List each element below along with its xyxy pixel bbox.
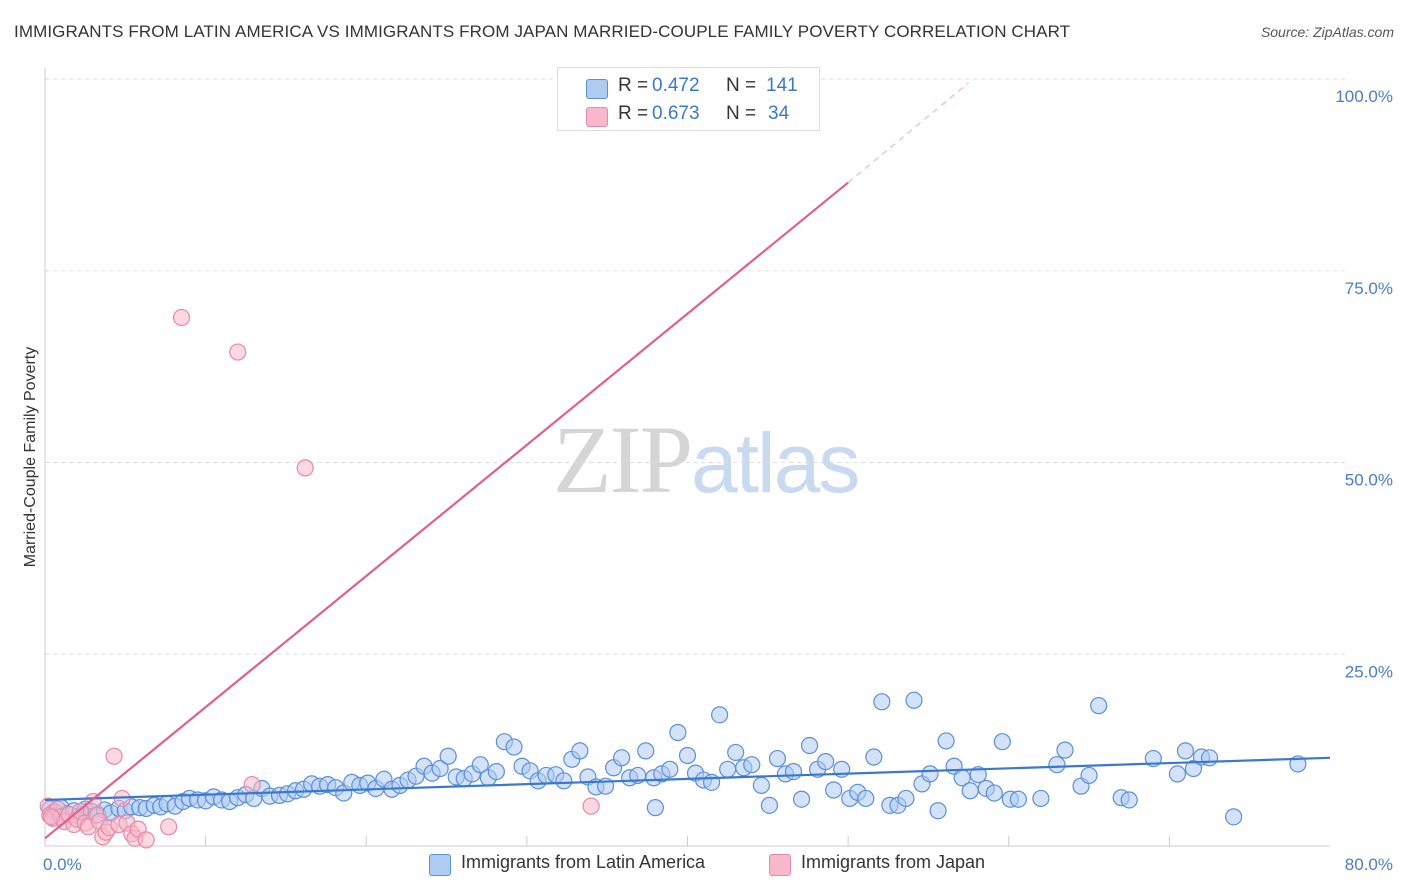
point-latin-america: [825, 781, 843, 799]
point-latin-america: [768, 749, 787, 768]
point-latin-america: [961, 782, 979, 800]
point-latin-america: [711, 706, 729, 724]
point-latin-america: [431, 759, 449, 778]
legend-n-value: 34: [768, 103, 790, 124]
point-latin-america: [678, 746, 697, 765]
point-latin-america: [661, 760, 679, 778]
x-tick-label: 80.0%: [1345, 855, 1393, 874]
point-latin-america: [1032, 789, 1050, 808]
point-japan: [229, 343, 247, 361]
point-latin-america: [646, 799, 664, 817]
point-latin-america: [985, 784, 1003, 802]
point-japan: [296, 459, 314, 477]
point-latin-america: [439, 747, 457, 765]
point-latin-america: [800, 736, 819, 755]
point-latin-america: [969, 766, 987, 784]
point-latin-america: [1200, 749, 1219, 767]
point-latin-america: [702, 773, 721, 791]
point-latin-america: [1056, 741, 1074, 759]
point-latin-america: [727, 743, 745, 762]
point-latin-america: [1120, 791, 1138, 809]
series-japan: [39, 70, 748, 849]
y-tick-label: 75.0%: [1345, 279, 1393, 298]
point-latin-america: [873, 693, 891, 711]
point-latin-america: [897, 789, 915, 808]
point-latin-america: [1080, 766, 1098, 785]
source-label: Source: ZipAtlas.com: [1260, 24, 1394, 40]
point-latin-america: [792, 790, 811, 808]
point-japan: [137, 831, 155, 849]
watermark-zip: ZIP: [553, 406, 693, 513]
legend-label: Immigrants from Latin America: [461, 852, 706, 872]
chart-title: IMMIGRANTS FROM LATIN AMERICA VS IMMIGRA…: [14, 22, 1071, 41]
point-latin-america: [555, 772, 573, 790]
y-tick-label: 25.0%: [1345, 662, 1393, 681]
point-latin-america: [1009, 790, 1027, 808]
point-latin-america: [929, 802, 947, 820]
point-latin-america: [743, 756, 761, 774]
trend-line-japan-extension: [847, 82, 969, 184]
point-latin-america: [921, 765, 939, 783]
point-japan: [243, 776, 261, 794]
legend-r-label: R =: [618, 75, 649, 96]
tick-labels: 25.0% 50.0% 75.0% 100.0% 0.0% 80.0%: [43, 87, 1393, 874]
legend-n-label: N =: [726, 103, 757, 124]
legend-n-value: 141: [766, 75, 798, 96]
trend-lines: [44, 82, 1331, 840]
point-latin-america: [637, 742, 655, 760]
legend-r-value: 0.472: [652, 75, 700, 96]
y-tick-label: 50.0%: [1345, 471, 1393, 490]
point-japan: [105, 747, 123, 765]
y-tick-label: 100.0%: [1335, 87, 1393, 106]
trend-line-japan: [44, 181, 849, 840]
point-latin-america: [1168, 765, 1187, 783]
legend-row-japan: R = 0.673 N = 34: [558, 101, 819, 129]
point-latin-america: [817, 753, 835, 771]
legend-swatch-blue: [586, 79, 608, 99]
point-latin-america: [1048, 756, 1066, 774]
point-latin-america: [937, 732, 955, 750]
y-axis-label: Married-Couple Family Poverty: [22, 347, 39, 568]
point-japan: [160, 818, 178, 836]
point-latin-america: [993, 733, 1011, 751]
point-latin-america: [669, 723, 687, 742]
legend-stats: R = 0.472 N = 141 R = 0.673 N = 34: [557, 67, 820, 131]
legend-swatch-pink: [769, 854, 791, 876]
trend-line-latin-america: [44, 756, 1331, 802]
point-latin-america: [857, 789, 875, 808]
point-latin-america: [613, 749, 631, 767]
point-japan: [582, 797, 600, 815]
legend-r-label: R =: [618, 103, 649, 124]
grid: [45, 78, 1345, 846]
legend-r-value: 0.673: [652, 103, 700, 124]
legend-swatch-blue: [429, 854, 451, 876]
legend-n-label: N =: [726, 75, 757, 96]
legend-swatch-pink: [586, 107, 608, 127]
point-latin-america: [487, 763, 505, 781]
point-japan: [42, 808, 61, 826]
point-latin-america: [471, 756, 489, 774]
point-latin-america: [1225, 808, 1243, 826]
point-latin-america: [905, 691, 923, 709]
series-latin-america: [41, 691, 1307, 826]
axes: [44, 68, 1330, 847]
point-latin-america: [752, 776, 770, 795]
point-latin-america: [719, 760, 737, 778]
legend-row-latin-america: R = 0.472 N = 141: [558, 73, 819, 101]
point-latin-america: [571, 742, 589, 760]
legend-label: Immigrants from Japan: [801, 852, 986, 872]
point-latin-america: [865, 748, 883, 766]
point-latin-america: [1090, 697, 1108, 715]
point-latin-america: [784, 763, 803, 781]
x-tick-label: 0.0%: [43, 855, 82, 874]
point-latin-america: [1176, 742, 1195, 760]
point-latin-america: [760, 796, 779, 814]
point-japan: [172, 308, 191, 327]
point-latin-america: [505, 738, 523, 756]
